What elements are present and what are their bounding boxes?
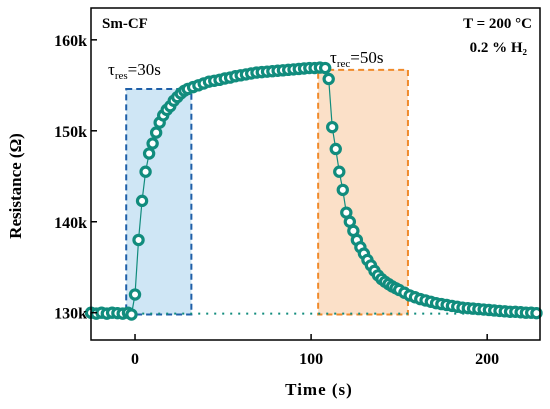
data-point: [333, 165, 346, 178]
x-tick-label: 200: [475, 351, 499, 368]
data-point: [530, 306, 543, 320]
data-point: [322, 72, 335, 86]
x-tick-label: 0: [131, 351, 139, 368]
tau-rec-subscript: rec: [337, 58, 351, 70]
tau-res-value: =30s: [128, 60, 161, 79]
y-tick-label: 160k: [54, 33, 87, 50]
data-point: [142, 147, 156, 160]
tau-rec-value: =50s: [350, 48, 383, 67]
tau-res-subscript: res: [115, 70, 128, 82]
plot-frame: [90, 7, 541, 341]
axis-ticks: 0 100 200 130k 140k 150k 160k: [54, 33, 499, 368]
tau-rec-annotation: τrec=50s: [330, 48, 383, 70]
y-tick-label: 150k: [54, 124, 87, 141]
data-point: [149, 126, 163, 139]
data-point: [128, 288, 142, 301]
recovery-window: [317, 68, 409, 316]
x-axis-title: Time (s): [285, 380, 353, 399]
gas-concentration-label: 0.2 % H₂: [470, 40, 528, 56]
x-tick-label: 100: [299, 351, 323, 368]
y-axis-title: Resistance (Ω): [6, 133, 25, 239]
tau-res-annotation: τres=30s: [108, 60, 161, 82]
data-point: [146, 137, 159, 150]
data-points: [84, 61, 543, 321]
tau-rec-symbol: τ: [330, 48, 337, 67]
tau-res-symbol: τ: [108, 60, 115, 79]
data-point: [139, 165, 152, 178]
data-point: [336, 183, 349, 197]
temperature-label: T = 200 °C: [463, 16, 532, 32]
data-point: [326, 120, 339, 134]
data-point: [329, 142, 342, 156]
data-point: [135, 194, 149, 208]
sample-label: Sm-CF: [102, 16, 148, 32]
data-point: [125, 308, 138, 321]
y-tick-label: 140k: [54, 215, 87, 232]
y-tick-label: 130k: [54, 306, 87, 323]
data-point: [132, 233, 145, 247]
data-point: [318, 61, 332, 75]
